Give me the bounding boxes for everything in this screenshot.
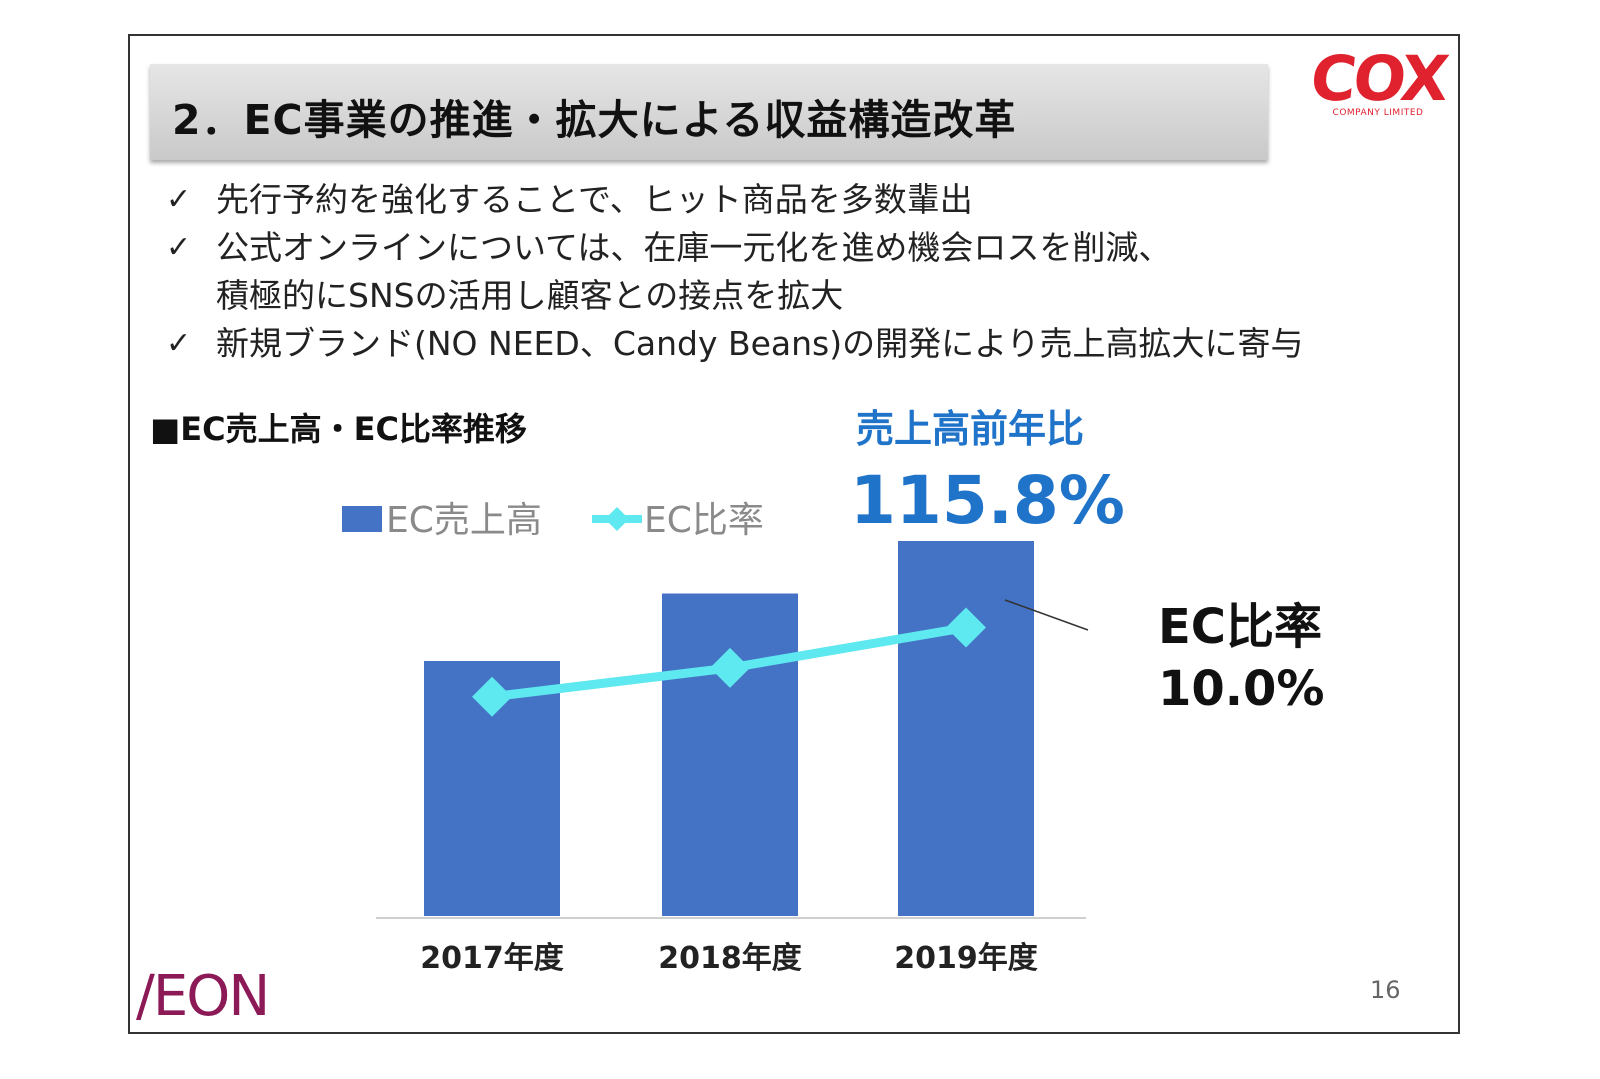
page-number: 16 <box>1370 976 1401 1004</box>
cox-logo-sub: COMPANY LIMITED <box>1332 108 1424 118</box>
yoy-value: 115.8% <box>850 462 1125 539</box>
cox-logo: COX COMPANY LIMITED <box>1307 42 1449 118</box>
legend-line-marker <box>605 507 629 531</box>
chart-section-label: ■EC売上高・EC比率推移 <box>150 410 527 448</box>
chart-legend: EC売上高 EC比率 <box>342 500 764 541</box>
annotation-leader-line <box>1004 599 1089 631</box>
yoy-label: 売上高前年比 <box>856 407 1085 451</box>
ec-ratio-point-2019年度 <box>946 607 986 648</box>
line-series <box>472 607 986 717</box>
x-tick-label: 2019年度 <box>894 941 1038 976</box>
bullet-item-2: ✓ 公式オンラインについては、在庫一元化を進め機会ロスを削減、 積極的にSNSの… <box>166 224 1446 320</box>
legend-bar-swatch <box>342 506 382 532</box>
ratio-annotation-value: 10.0% <box>1158 661 1325 717</box>
ratio-annotation: EC比率 10.0% <box>1158 596 1325 720</box>
x-tick-label: 2017年度 <box>420 941 564 976</box>
bullet-text: 新規ブランド(NO NEED、Candy Beans)の開発により売上高拡大に寄… <box>216 324 1304 363</box>
check-icon: ✓ <box>166 326 192 361</box>
check-icon: ✓ <box>166 230 192 265</box>
ec-ratio-point-2018年度 <box>710 647 750 688</box>
ratio-annotation-label: EC比率 <box>1158 599 1323 655</box>
ec-sales-chart: EC売上高 EC比率 2017年度 2018年度 2019年度 <box>342 500 1089 976</box>
bullet-text: 先行予約を強化することで、ヒット商品を多数輩出 <box>216 180 973 219</box>
bullet-item-1: ✓ 先行予約を強化することで、ヒット商品を多数輩出 <box>166 176 1446 224</box>
bullet-list: ✓ 先行予約を強化することで、ヒット商品を多数輩出 ✓ 公式オンラインについては… <box>166 176 1446 368</box>
bullet-text: 公式オンラインについては、在庫一元化を進め機会ロスを削減、 <box>216 228 1172 267</box>
bar-2019年度 <box>898 541 1034 916</box>
check-icon: ✓ <box>166 182 192 217</box>
bullet-item-3: ✓ 新規ブランド(NO NEED、Candy Beans)の開発により売上高拡大… <box>166 320 1446 368</box>
title-bar: 2．EC事業の推進・拡大による収益構造改革 <box>150 64 1268 160</box>
ec-ratio-point-2017年度 <box>472 676 512 717</box>
page-title: 2．EC事業の推進・拡大による収益構造改革 <box>172 96 1017 144</box>
legend-bar-label: EC売上高 <box>386 500 542 541</box>
x-axis: 2017年度 2018年度 2019年度 <box>376 917 1086 976</box>
bar-2018年度 <box>662 593 798 916</box>
legend-line-label: EC比率 <box>644 500 764 541</box>
slide: 2．EC事業の推進・拡大による収益構造改革 COX COMPANY LIMITE… <box>128 34 1460 1034</box>
bullet-text-continued: 積極的にSNSの活用し顧客との接点を拡大 <box>216 276 844 315</box>
x-tick-label: 2018年度 <box>658 941 802 976</box>
bar-series <box>424 541 1034 916</box>
aeon-logo: /EON <box>136 964 270 1029</box>
